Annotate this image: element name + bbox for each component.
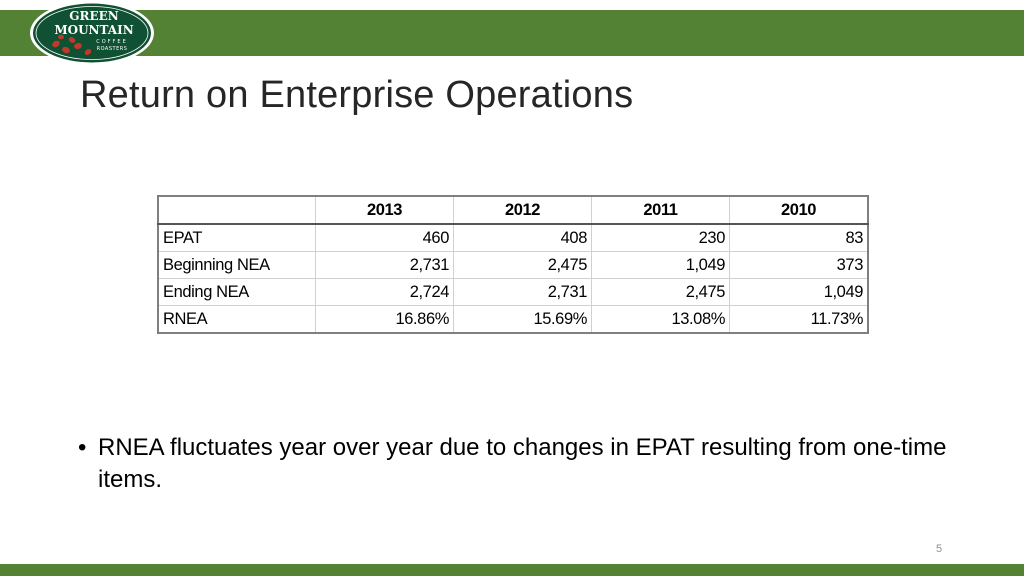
header-cell: 2012 xyxy=(453,195,592,225)
table-cell: 2,731 xyxy=(453,278,592,306)
table-header-row: 2013 2012 2011 2010 xyxy=(157,195,869,225)
header-cell: 2011 xyxy=(591,195,730,225)
bullet-item: • RNEA fluctuates year over year due to … xyxy=(78,432,958,496)
header-cell: 2013 xyxy=(315,195,454,225)
table-cell: 1,049 xyxy=(729,278,869,306)
row-label: Ending NEA xyxy=(157,278,316,306)
table-cell: 15.69% xyxy=(453,305,592,334)
footer-bar xyxy=(0,564,1024,576)
table-cell: 230 xyxy=(591,223,730,252)
header-cell: 2010 xyxy=(729,195,869,225)
row-label: Beginning NEA xyxy=(157,251,316,279)
table-cell: 16.86% xyxy=(315,305,454,334)
table-cell: 1,049 xyxy=(591,251,730,279)
table-cell: 408 xyxy=(453,223,592,252)
header-cell xyxy=(157,195,316,225)
table-cell: 2,475 xyxy=(591,278,730,306)
header-bar xyxy=(0,10,1024,56)
table-cell: 11.73% xyxy=(729,305,869,334)
table-cell: 460 xyxy=(315,223,454,252)
row-label: RNEA xyxy=(157,305,316,334)
coffee-beans-icon xyxy=(52,34,92,56)
table-cell: 83 xyxy=(729,223,869,252)
bullet-marker: • xyxy=(78,434,87,461)
table-row: Beginning NEA 2,731 2,475 1,049 373 xyxy=(157,251,869,279)
company-logo: GREEN MOUNTAIN COFFEE ROASTERS xyxy=(28,0,156,66)
table-row: EPAT 460 408 230 83 xyxy=(157,223,869,252)
table-cell: 2,724 xyxy=(315,278,454,306)
table-cell: 2,475 xyxy=(453,251,592,279)
logo-line3: COFFEE xyxy=(96,39,128,45)
logo-line2: MOUNTAIN xyxy=(54,23,133,37)
financial-table: 2013 2012 2011 2010 EPAT 460 408 230 83 … xyxy=(157,195,869,334)
table-row: RNEA 16.86% 15.69% 13.08% 11.73% xyxy=(157,305,869,334)
bullet-text: RNEA fluctuates year over year due to ch… xyxy=(98,434,947,493)
logo-line1: GREEN xyxy=(69,9,119,23)
row-label: EPAT xyxy=(157,223,316,252)
table-cell: 373 xyxy=(729,251,869,279)
slide-title: Return on Enterprise Operations xyxy=(80,74,634,116)
table-row: Ending NEA 2,724 2,731 2,475 1,049 xyxy=(157,278,869,306)
logo-line4: ROASTERS xyxy=(97,46,128,52)
page-number: 5 xyxy=(936,543,943,555)
table-cell: 13.08% xyxy=(591,305,730,334)
table-cell: 2,731 xyxy=(315,251,454,279)
